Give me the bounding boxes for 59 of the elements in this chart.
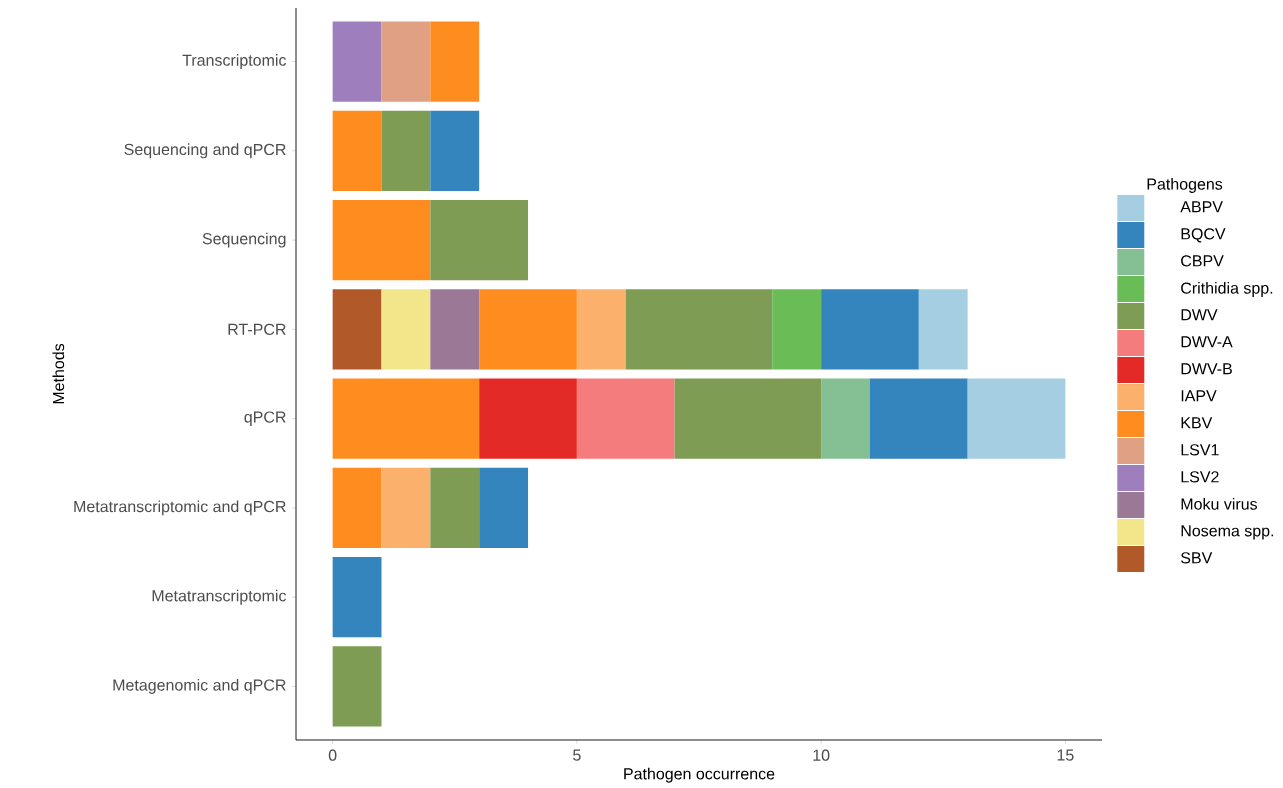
bar [430,289,480,370]
legend-label: CBPV [1181,255,1224,267]
legend-label: LSV1 [1181,444,1219,456]
y-tick-label: Metatranscriptomic [152,589,287,605]
bar [332,467,382,549]
x-tick-label: 0 [328,749,337,761]
bar [381,289,431,370]
bar [430,110,480,192]
bar [918,289,968,370]
legend-title: Pathogens [1147,178,1223,193]
bar [576,378,675,459]
x-tick-label: 15 [1057,749,1074,761]
bar [381,21,431,102]
legend-label: KBV [1181,417,1213,429]
bar [332,289,382,370]
x-tick-label: 5 [573,749,581,761]
bar [869,378,968,459]
y-tick-label: Metatranscriptomic and qPCR [74,500,286,516]
y-tick-label: Metagenomic and qPCR [113,678,286,694]
x-tick-label: 10 [813,749,830,761]
legend-label: IAPV [1181,390,1217,402]
bar [674,378,822,459]
legend-label: Nosema spp. [1181,525,1274,540]
y-tick-label: Sequencing [202,232,286,248]
legend-label: ABPV [1180,201,1223,213]
y-tick-label: Sequencing and qPCR [124,143,286,159]
legend-label: LSV2 [1181,471,1219,483]
bar [332,199,431,281]
y-axis-title: Methods [52,343,65,404]
bar [576,289,626,370]
bar [332,646,382,727]
bar [821,289,919,370]
bar [821,378,870,459]
y-tick-label: RT-PCR [228,323,286,336]
y-tick-label: qPCR [244,411,286,426]
x-axis-title: Pathogen occurrence [624,767,775,783]
bar [479,467,529,549]
legend-label: DWV-A [1181,336,1233,348]
bar [430,199,529,281]
bar [332,557,382,638]
legend-label: Crithidia spp. [1181,282,1273,297]
bar [332,110,382,192]
bar [772,289,822,370]
bar [430,467,480,549]
y-tick-label: Transcriptomic [182,54,287,70]
legend-label: DWV-B [1181,363,1232,375]
legend-label: SBV [1181,552,1213,564]
bar [332,378,480,459]
bar [381,110,431,192]
bar [430,21,480,102]
bar [479,378,577,459]
legend-label: BQCV [1181,228,1226,243]
legend-label: DWV [1181,309,1218,321]
bar [332,21,382,102]
bar [625,289,773,370]
bar [967,378,1066,459]
legend-label: Moku virus [1181,498,1258,510]
bar [381,467,431,549]
bar [479,289,577,370]
